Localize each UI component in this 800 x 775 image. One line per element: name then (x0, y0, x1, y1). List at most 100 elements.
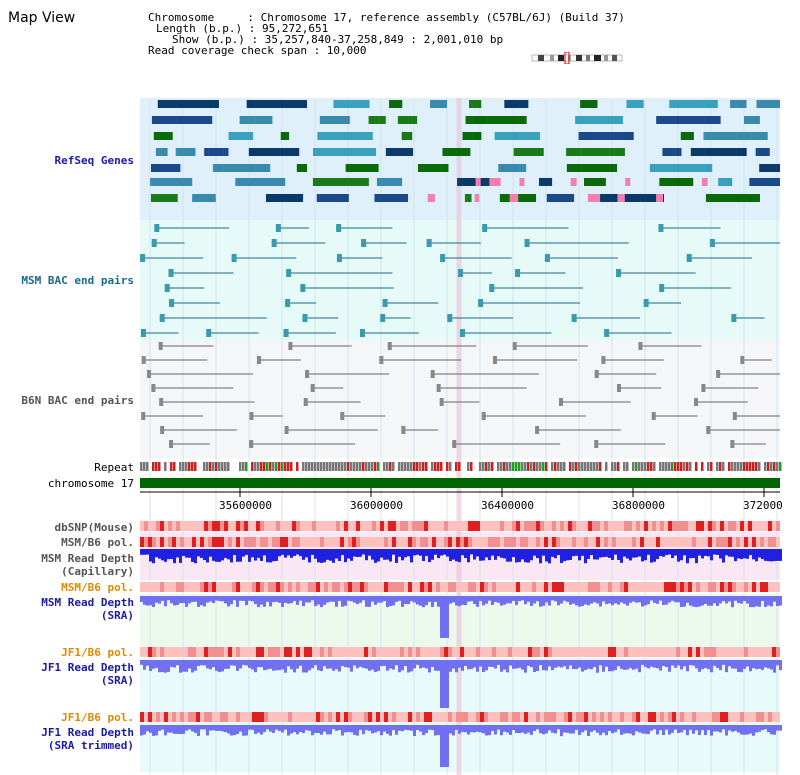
msm-b6-pol-segment (360, 537, 364, 547)
repeat-element (290, 462, 293, 471)
dbsnp-segment (160, 521, 164, 531)
msm-b6-pol-sra-segment (364, 582, 368, 592)
jf1-b6-pol-segment (496, 647, 500, 657)
dbsnp-segment (724, 521, 728, 531)
jf1-depth-bar (251, 660, 254, 670)
msm-depth-sra-bar (227, 596, 230, 607)
bac-end (285, 299, 291, 307)
gene-feature (566, 148, 625, 156)
msm-b6-pol-segment (492, 537, 496, 547)
jf1-b6-pol-segment (316, 647, 320, 657)
msm-depth-cap-bar (140, 549, 143, 555)
jf1-depth-bar (320, 660, 323, 672)
jf1-b6-pol-segment (392, 647, 396, 657)
msm-depth-cap-bar (365, 549, 368, 561)
msm-depth-sra-bar (707, 596, 710, 606)
jf1-depth-bar (761, 660, 764, 670)
jf1-depth-bar (236, 660, 239, 671)
jf1-depth-bar (338, 660, 341, 672)
msm-b6-pol-sra-segment (636, 582, 640, 592)
bac-end (151, 384, 156, 392)
msm-b6-pol-segment (152, 537, 156, 547)
msm-b6-pol-sra-segment (564, 582, 568, 592)
msm-b6-pol-sra-segment (292, 582, 296, 592)
jf1-b6-pol2-segment (420, 712, 424, 722)
msm-b6-pol-segment (772, 537, 776, 547)
repeat-element (317, 462, 320, 471)
jf1-b6-pol-segment (228, 647, 232, 657)
msm-b6-pol-sra-segment (440, 582, 444, 592)
dbsnp-segment (364, 521, 368, 531)
msm-b6-pol-segment (632, 537, 636, 547)
jf1-trim-depth-bar (752, 725, 755, 736)
repeat-element (347, 462, 350, 471)
msm-depth-sra-bar (620, 596, 623, 603)
gene-feature (756, 100, 780, 108)
gene-feature (316, 194, 349, 202)
msm-depth-cap-bar (431, 549, 434, 560)
msm-depth-cap-bar (668, 549, 671, 555)
msm-b6-pol-sra-segment (296, 582, 300, 592)
jf1-depth-bar (218, 660, 221, 673)
jf1-depth-bar (503, 660, 506, 670)
jf1-depth-bar (203, 660, 206, 666)
msm-depth-sra-bar (581, 596, 584, 607)
gene-feature (248, 148, 300, 156)
repeat-element (377, 462, 380, 471)
gene-feature (397, 116, 418, 124)
msm-depth-sra-bar (464, 596, 467, 606)
repeat-element (704, 462, 707, 471)
repeat-element (662, 462, 665, 471)
chromosome-ideogram[interactable] (528, 52, 626, 64)
jf1-trim-depth-bar (536, 725, 539, 730)
jf1-trim-depth-bar (737, 725, 740, 733)
jf1-b6-pol2-segment (436, 712, 440, 722)
jf1-trim-depth-bar (359, 725, 362, 730)
bac-end (141, 412, 146, 420)
msm-depth-cap-bar (704, 549, 707, 556)
jf1-b6-pol2-segment (544, 712, 548, 722)
jf1-trim-depth-bar (707, 725, 710, 730)
jf1-depth-bar (593, 660, 596, 668)
jf1-b6-pol-segment (428, 647, 432, 657)
msm-b6-pol-segment (768, 537, 772, 547)
jf1-b6-pol2-segment (260, 712, 264, 722)
bac-end (651, 412, 656, 420)
gene-feature-pink (427, 194, 435, 202)
repeat-element (371, 462, 374, 471)
jf1-depth-bar (458, 660, 461, 668)
repeat-element (365, 462, 368, 471)
repeat-element (539, 462, 542, 471)
jf1-trim-depth-bar (218, 725, 221, 731)
jf1-trim-depth-bar (365, 725, 368, 731)
jf1-b6-pol-segment (732, 647, 736, 657)
jf1-trim-depth-bar (476, 725, 479, 732)
repeat-element (542, 462, 545, 471)
msm-depth-cap-bar (185, 549, 188, 558)
msm-depth-cap-bar (587, 549, 590, 559)
jf1-b6-pol-segment (676, 647, 680, 657)
jf1-trim-depth-bar (470, 725, 473, 733)
msm-depth-sra-bar (509, 596, 512, 604)
msm-b6-pol-segment (540, 537, 544, 547)
repeat-element (779, 462, 782, 471)
msm-depth-cap-bar (650, 549, 653, 563)
jf1-depth-bar (659, 660, 662, 671)
jf1-depth-bar (740, 660, 743, 673)
repeat-element (389, 462, 392, 471)
bac-end (716, 370, 721, 378)
jf1-b6-pol2-segment (156, 712, 160, 722)
repeat-element (449, 462, 452, 471)
dbsnp-segment (312, 521, 316, 531)
dbsnp-segment (624, 521, 628, 531)
jf1-b6-pol-segment (748, 647, 752, 657)
msm-b6-pol-sra-segment (544, 582, 548, 592)
msm-depth-sra-bar (743, 596, 746, 602)
jf1-trim-depth-bar (527, 725, 530, 733)
msm-b6-pol-sra-segment (256, 582, 260, 592)
repeat-element (689, 462, 692, 471)
gene-feature (345, 164, 379, 172)
jf1-b6-pol2-segment (464, 712, 468, 722)
msm-depth-sra-bar (527, 596, 530, 602)
